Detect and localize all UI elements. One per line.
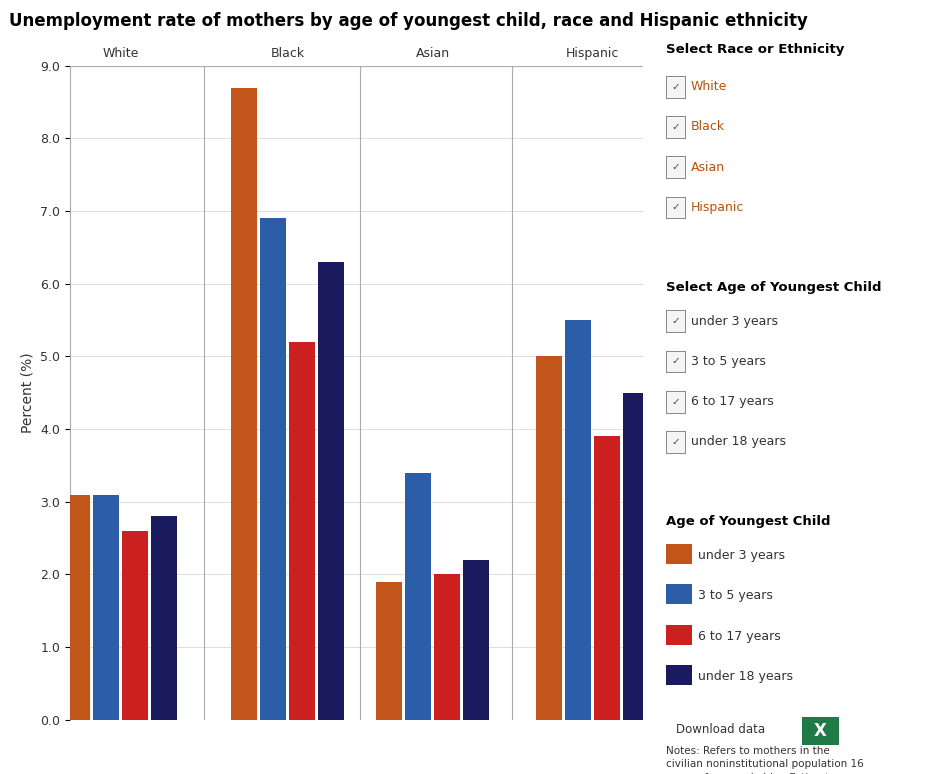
Text: under 18 years: under 18 years (691, 436, 786, 448)
Bar (623, 393, 649, 720)
Bar (405, 473, 432, 720)
Text: Select Age of Youngest Child: Select Age of Youngest Child (666, 281, 882, 294)
Bar (231, 87, 257, 720)
Bar (594, 437, 620, 720)
Bar (318, 262, 344, 720)
Bar (377, 582, 403, 720)
Text: Select Race or Ethnicity: Select Race or Ethnicity (666, 43, 844, 56)
Text: ✓: ✓ (671, 317, 680, 326)
Text: 6 to 17 years: 6 to 17 years (691, 396, 774, 408)
Text: Age of Youngest Child: Age of Youngest Child (666, 515, 831, 529)
Bar (64, 495, 90, 720)
Text: ✓: ✓ (671, 203, 680, 212)
Text: under 3 years: under 3 years (691, 315, 777, 327)
Text: ✓: ✓ (671, 397, 680, 406)
Text: 6 to 17 years: 6 to 17 years (698, 630, 781, 642)
Text: 3 to 5 years: 3 to 5 years (691, 355, 765, 368)
Text: under 18 years: under 18 years (698, 670, 793, 683)
Text: under 3 years: under 3 years (698, 550, 785, 562)
Bar (289, 342, 315, 720)
Text: 3 to 5 years: 3 to 5 years (698, 590, 773, 602)
Bar (122, 531, 148, 720)
Text: X: X (814, 721, 827, 740)
Text: ✓: ✓ (671, 357, 680, 366)
Bar (260, 218, 286, 720)
Text: Unemployment rate of mothers by age of youngest child, race and Hispanic ethnici: Unemployment rate of mothers by age of y… (9, 12, 808, 29)
Text: Hispanic: Hispanic (691, 201, 744, 214)
Bar (463, 560, 489, 720)
Text: ✓: ✓ (671, 122, 680, 132)
Text: Asian: Asian (691, 161, 725, 173)
Text: ✓: ✓ (671, 163, 680, 172)
Bar (93, 495, 119, 720)
Bar (434, 574, 460, 720)
Text: White: White (691, 80, 727, 93)
Text: Download data: Download data (676, 723, 765, 735)
Bar (536, 357, 562, 720)
Text: ✓: ✓ (671, 437, 680, 447)
Bar (565, 320, 591, 720)
Y-axis label: Percent (%): Percent (%) (21, 352, 34, 433)
Bar (151, 516, 177, 720)
Text: Black: Black (691, 121, 725, 133)
Text: Notes: Refers to mothers in the
civilian noninstitutional population 16
years of: Notes: Refers to mothers in the civilian… (666, 746, 864, 774)
Text: ✓: ✓ (671, 82, 680, 91)
